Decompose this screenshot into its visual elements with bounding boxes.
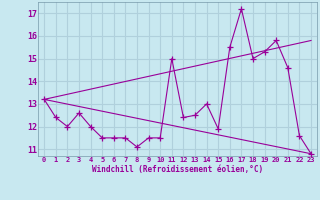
X-axis label: Windchill (Refroidissement éolien,°C): Windchill (Refroidissement éolien,°C) xyxy=(92,165,263,174)
